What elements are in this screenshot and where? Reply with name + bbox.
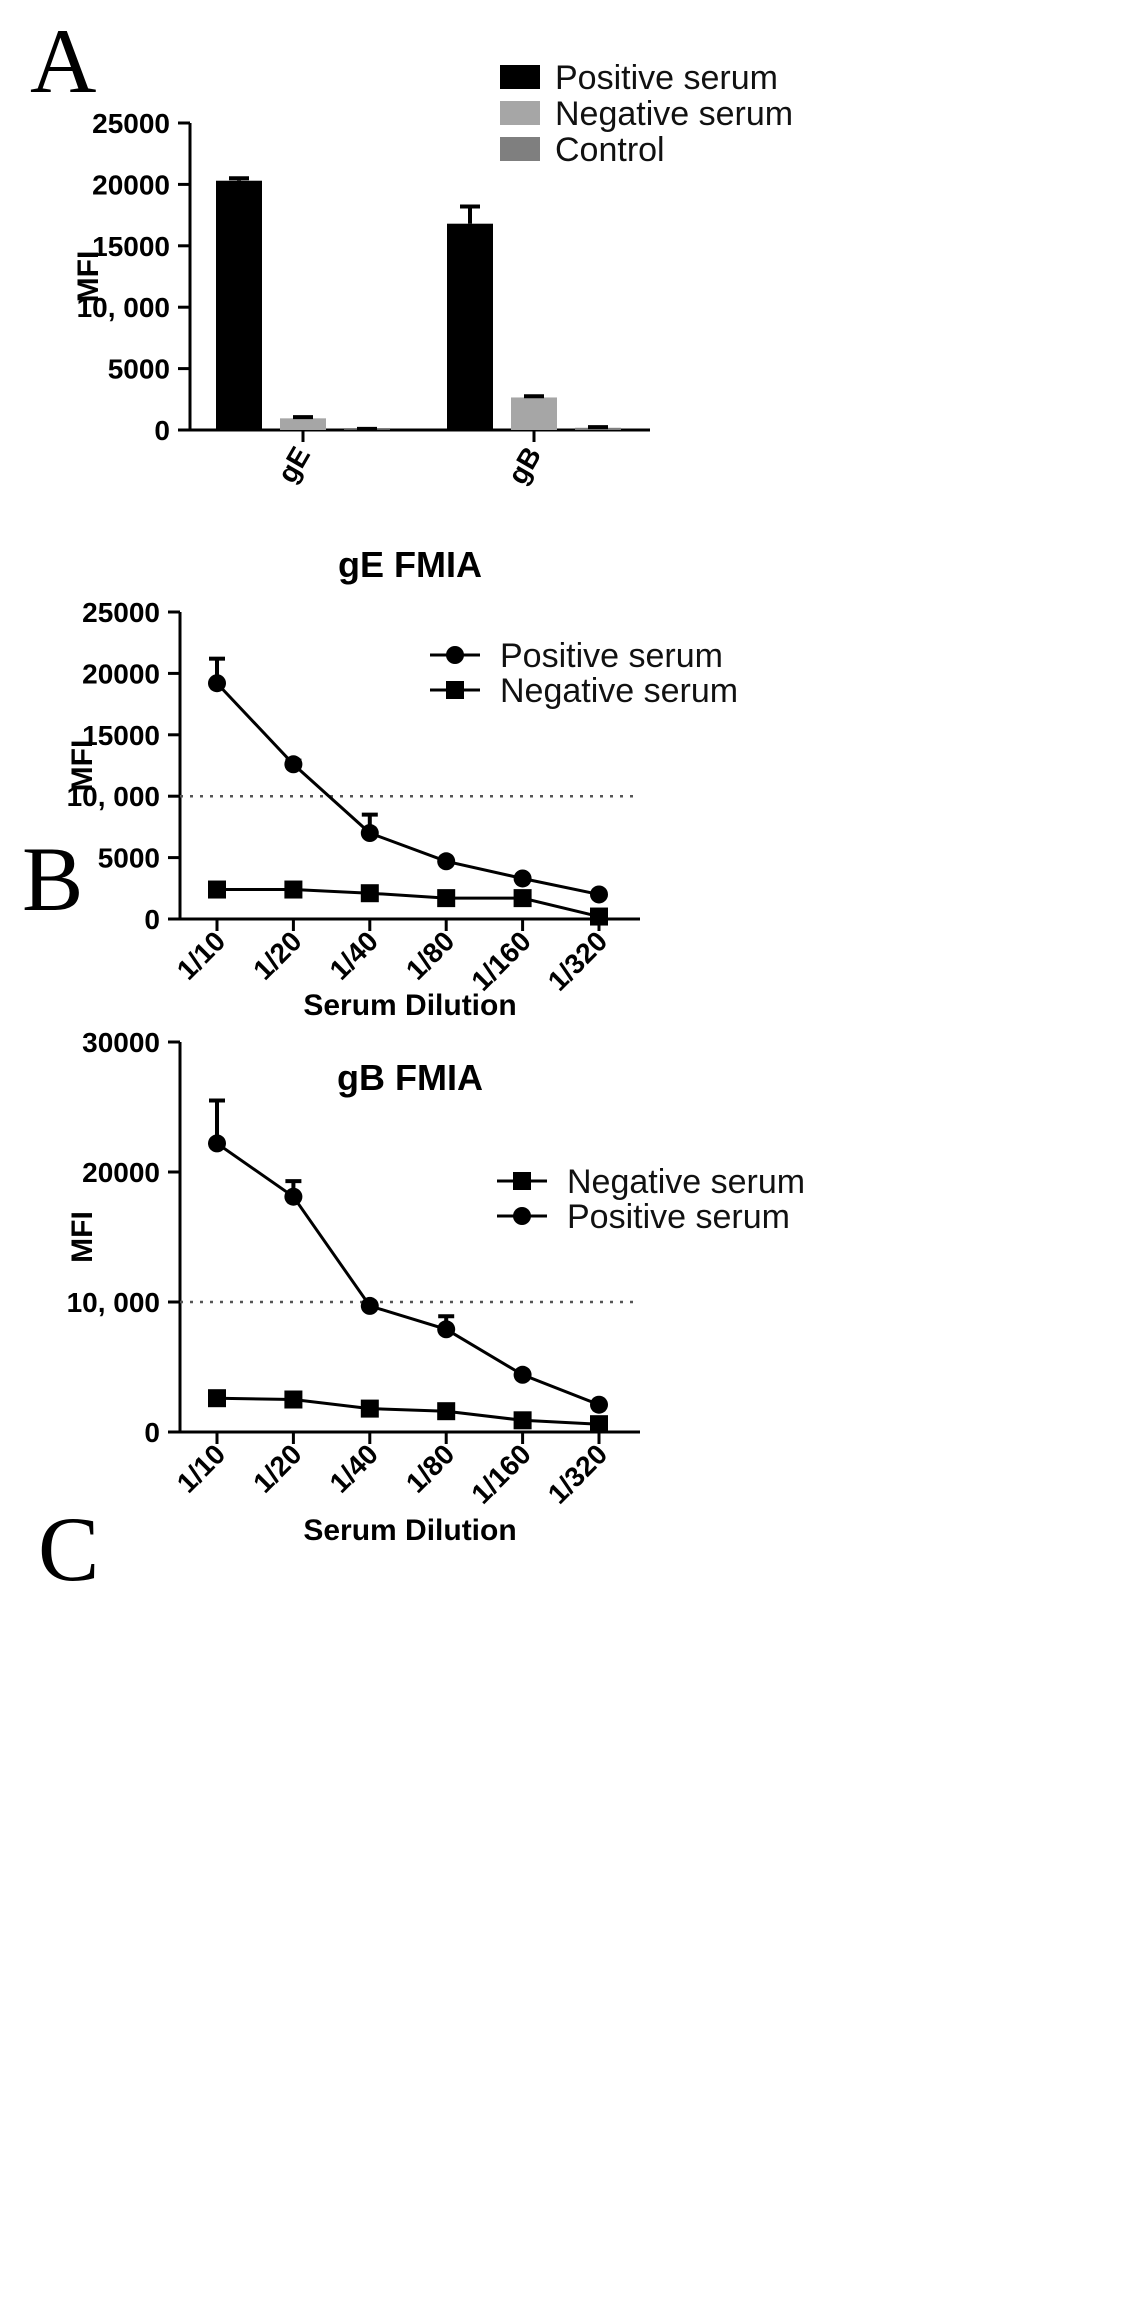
- chart-b-legend-label-positive-serum: Positive serum: [500, 637, 723, 675]
- chart-c-point-negative-serum: [208, 1389, 226, 1408]
- chart-a-x-tick-label: gB: [502, 442, 548, 490]
- chart-a-x-tick-label: gE: [271, 442, 316, 488]
- chart-b-y-tick-label: 15000: [82, 720, 160, 751]
- legend-swatch-positive-serum: [500, 65, 540, 89]
- bar-negative-serum-gb: [511, 397, 557, 430]
- legend-label-positive-serum: Positive serum: [555, 59, 778, 97]
- chart-c-legend-label-positive-serum: Positive serum: [567, 1198, 790, 1236]
- chart-a-y-tick-label: 15000: [92, 231, 170, 262]
- bar-positive-serum-gb: [447, 223, 493, 430]
- chart-b-legend-marker-positive-serum: [446, 646, 464, 664]
- chart-c-point-negative-serum: [590, 1415, 608, 1434]
- chart-c-point-positive-serum: [437, 1320, 456, 1339]
- chart-c-line-positive-serum: [216, 1142, 600, 1407]
- panel-letter-a: A: [30, 10, 96, 112]
- chart-c-chart-title: gB FMIA: [337, 1057, 483, 1098]
- chart-c-x-tick-label: 1/80: [400, 1438, 460, 1498]
- chart-b-point-negative-serum: [208, 880, 226, 899]
- chart-b-x-tick-label: 1/10: [171, 925, 231, 985]
- bar-positive-serum-ge: [216, 180, 262, 430]
- chart-b-x-tick-label: 1/40: [324, 925, 384, 985]
- chart-a-y-tick-label: 25000: [92, 108, 170, 139]
- chart-b-point-negative-serum: [437, 889, 456, 908]
- chart-c-y-tick-label: 30000: [82, 1027, 160, 1058]
- chart-c-point-negative-serum: [284, 1390, 303, 1409]
- chart-c-point-negative-serum: [437, 1402, 456, 1421]
- bar-chart-panel-a: 0 5000 10, 000 15000 20000 25000 MFI gE gB Positi…: [72, 59, 793, 489]
- chart-c-point-positive-serum: [208, 1134, 226, 1153]
- chart-c-x-tick-label: 1/10: [171, 1438, 231, 1498]
- chart-c-point-positive-serum: [513, 1365, 532, 1384]
- chart-b-chart-title: gE FMIA: [338, 544, 482, 585]
- chart-c-point-negative-serum: [360, 1399, 379, 1418]
- chart-c-x-tick-label: 1/160: [465, 1438, 536, 1509]
- chart-b-x-axis-title: Serum Dilution: [303, 989, 516, 1022]
- chart-b-x-tick-label: 1/160: [465, 925, 536, 996]
- chart-b-legend-label-negative-serum: Negative serum: [500, 672, 738, 710]
- chart-b-y-tick-label: 10, 000: [67, 781, 160, 812]
- chart-c-x-tick-label: 1/40: [324, 1438, 384, 1498]
- chart-b-y-tick-label: 5000: [98, 843, 160, 874]
- chart-c-point-positive-serum: [360, 1296, 379, 1315]
- legend-label-negative-serum: Negative serum: [555, 95, 793, 133]
- chart-b-line-positive-serum: [215, 682, 600, 896]
- chart-b-point-positive-serum: [437, 852, 456, 871]
- chart-a-y-axis-title: MFI: [72, 251, 105, 303]
- legend-swatch-negative-serum: [500, 101, 540, 125]
- chart-c-point-negative-serum: [513, 1411, 532, 1430]
- chart-a-y-tick-label: 20000: [92, 169, 170, 200]
- chart-c-x-axis-title: Serum Dilution: [303, 1514, 516, 1547]
- chart-a-y-tick-label: 5000: [108, 354, 170, 385]
- chart-b-point-negative-serum: [513, 889, 532, 908]
- chart-c-line-negative-serum: [216, 1396, 600, 1426]
- bar-negative-serum-ge: [280, 418, 326, 430]
- chart-c-legend-label-negative-serum: Negative serum: [567, 1163, 805, 1201]
- chart-c-legend-marker-positive-serum: [513, 1207, 531, 1225]
- chart-b-point-negative-serum: [360, 884, 379, 903]
- chart-a-y-tick-label: 0: [154, 415, 170, 446]
- chart-c-x-tick-label: 1/320: [542, 1438, 613, 1509]
- chart-b-x-tick-label: 1/80: [400, 925, 460, 985]
- chart-b-x-tick-label: 1/20: [247, 925, 307, 985]
- chart-b-y-tick-label: 25000: [82, 597, 160, 628]
- chart-a-y-tick-label: 10, 000: [77, 292, 170, 323]
- chart-b-point-positive-serum: [284, 755, 303, 774]
- panel-letter-b: B: [22, 828, 83, 930]
- chart-b-y-tick-label: 0: [144, 904, 160, 935]
- chart-b-point-positive-serum: [513, 869, 532, 888]
- panel-letter-c: C: [38, 1498, 99, 1600]
- chart-b-legend-marker-negative-serum: [446, 681, 464, 699]
- legend-swatch-control: [500, 137, 540, 161]
- legend-label-control: Control: [555, 131, 665, 169]
- chart-b-x-tick-label: 1/320: [542, 925, 613, 996]
- chart-b-y-axis-title: MFI: [66, 740, 99, 792]
- chart-c-y-tick-label: 10, 000: [67, 1287, 160, 1318]
- chart-b-point-positive-serum: [360, 824, 379, 843]
- chart-c-x-tick-label: 1/20: [247, 1438, 307, 1498]
- chart-b-point-negative-serum: [590, 907, 608, 926]
- chart-c-y-tick-label: 20000: [82, 1157, 160, 1188]
- chart-b-line-negative-serum: [217, 888, 600, 919]
- chart-b-point-positive-serum: [208, 674, 226, 693]
- chart-c-y-tick-label: 0: [144, 1417, 160, 1448]
- chart-b-point-positive-serum: [590, 885, 608, 904]
- chart-c-legend-marker-negative-serum: [513, 1172, 531, 1190]
- chart-b-point-negative-serum: [284, 880, 303, 899]
- chart-c-point-positive-serum: [284, 1187, 303, 1206]
- chart-b-y-tick-label: 20000: [82, 658, 160, 689]
- chart-c-y-axis-title: MFI: [66, 1211, 99, 1263]
- line-chart-panel-c: 0 10, 000 20000 30000 MFI gB FMIA Serum Diluti…: [66, 1027, 805, 1547]
- chart-c-point-positive-serum: [590, 1395, 608, 1414]
- line-chart-panel-b: 0 5000 10, 000 15000 20000 25000 MFI gE FMIA Ser…: [66, 544, 738, 1022]
